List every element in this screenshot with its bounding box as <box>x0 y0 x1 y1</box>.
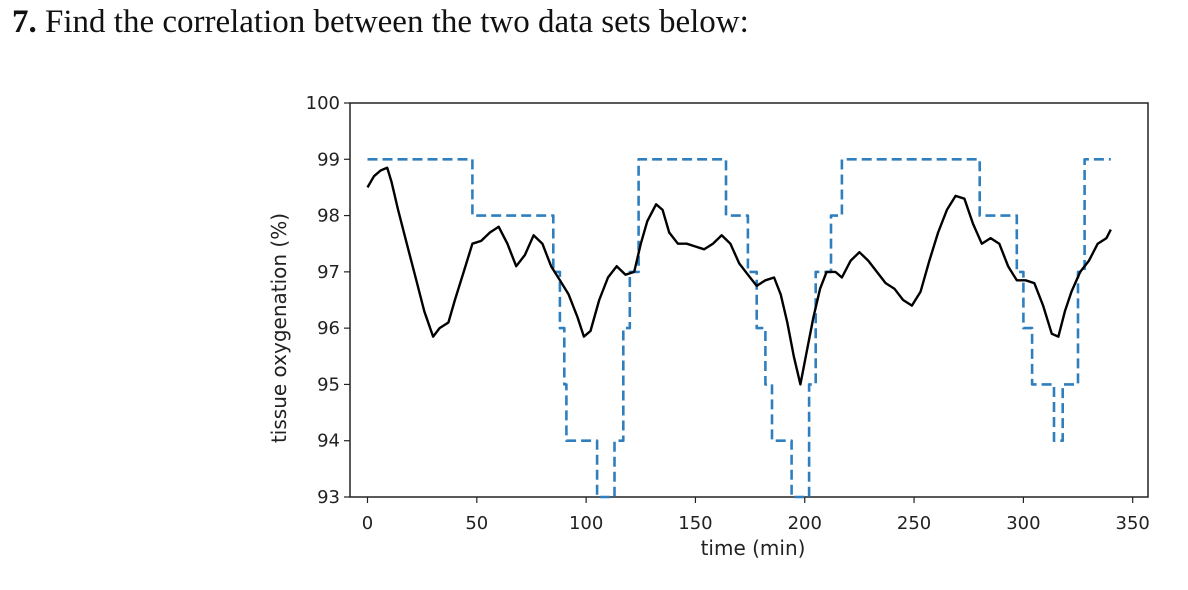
y-tick-label: 98 <box>317 206 340 227</box>
y-axis-label: tissue oxygenation (%) <box>267 213 291 443</box>
x-tick-label: 300 <box>1006 513 1040 534</box>
y-tick-label: 100 <box>306 93 340 114</box>
x-tick-label: 150 <box>678 513 712 534</box>
y-tick-label: 97 <box>317 262 340 283</box>
axis-ticks: 0 50 100 150 200 250 300 350 93 94 95 96 97 98 99 100 <box>306 93 1150 534</box>
x-tick-label: 100 <box>569 513 603 534</box>
question-number: 7. <box>12 4 37 40</box>
y-tick-label: 95 <box>317 374 340 395</box>
series-layer <box>366 158 1112 499</box>
x-tick-label: 200 <box>788 513 822 534</box>
series-solid-line <box>366 166 1112 386</box>
y-tick-label: 96 <box>317 318 340 339</box>
series-dashed-line <box>367 158 1111 499</box>
plot-frame <box>349 102 1149 498</box>
x-tick-label: 350 <box>1116 513 1150 534</box>
y-tick-label: 94 <box>317 431 340 452</box>
y-tick-label: 99 <box>317 149 340 170</box>
x-axis-label: time (min) <box>701 536 806 560</box>
x-tick-label: 250 <box>897 513 931 534</box>
x-tick-label: 50 <box>465 513 488 534</box>
y-tick-label: 93 <box>317 487 340 508</box>
question-heading: 7. Find the correlation between the two … <box>12 4 749 41</box>
x-tick-label: 0 <box>362 513 373 534</box>
question-text: Find the correlation between the two dat… <box>45 4 749 40</box>
